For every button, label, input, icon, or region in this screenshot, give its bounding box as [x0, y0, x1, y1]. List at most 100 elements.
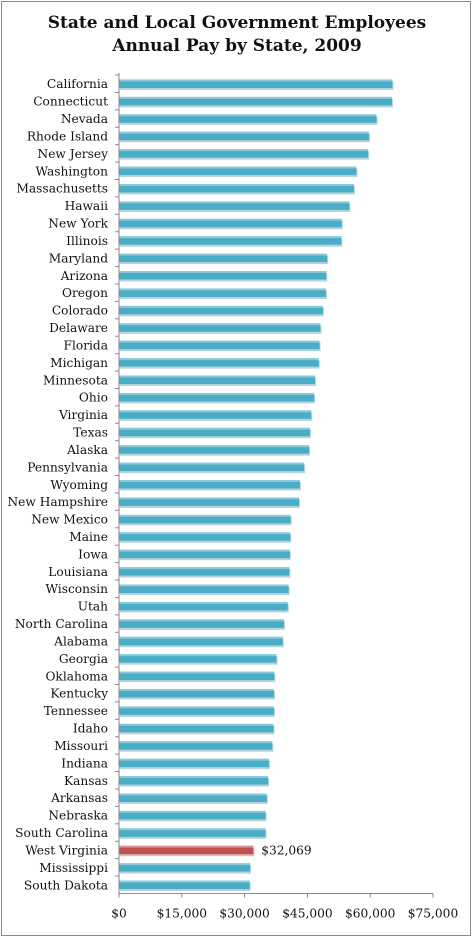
bar-highlight-south-carolina: [119, 828, 266, 831]
bar-highlight-tennessee: [119, 706, 274, 709]
bar-south-dakota: [119, 880, 250, 890]
bar-highlight-utah: [119, 601, 288, 604]
bar-highlight-wyoming: [119, 480, 300, 482]
bar-new-york: [119, 218, 342, 228]
category-label-new-jersey: New Jersey: [38, 147, 109, 161]
bar-oregon: [119, 288, 326, 297]
bar-kansas: [119, 776, 269, 785]
category-label-oregon: Oregon: [62, 286, 108, 300]
category-label-washington: Washington: [36, 164, 109, 178]
category-label-michigan: Michigan: [50, 356, 108, 370]
category-label-idaho: Idaho: [73, 722, 108, 736]
bar-idaho: [119, 723, 274, 733]
category-label-oklahoma: Oklahoma: [45, 669, 108, 683]
bar-highlight-iowa: [119, 549, 290, 552]
bar-highlight-florida: [119, 340, 320, 343]
category-label-alaska: Alaska: [66, 443, 108, 457]
bar-highlight-arizona: [119, 271, 327, 274]
bar-highlight-rhode-island: [119, 131, 369, 134]
category-label-missouri: Missouri: [54, 739, 108, 753]
category-label-kentucky: Kentucky: [50, 687, 108, 701]
bar-south-carolina: [119, 828, 266, 837]
bar-wisconsin: [119, 584, 289, 593]
category-label-kansas: Kansas: [64, 774, 108, 788]
bar-highlight-oklahoma: [119, 671, 275, 674]
category-label-minnesota: Minnesota: [43, 373, 108, 387]
bar-highlight-connecticut: [119, 96, 392, 99]
bar-highlight-oregon: [119, 288, 326, 291]
bar-highlight-idaho: [119, 723, 274, 726]
bar-new-jersey: [119, 149, 369, 158]
bar-pennsylvania: [119, 462, 305, 472]
chart-subtitle: Annual Pay by State, 2009: [112, 36, 362, 56]
bar-arkansas: [119, 793, 267, 802]
category-label-louisiana: Louisiana: [48, 565, 108, 579]
bar-illinois: [119, 236, 342, 245]
bar-tennessee: [119, 706, 274, 715]
bar-utah: [119, 601, 288, 611]
category-label-maryland: Maryland: [49, 251, 108, 265]
bar-highlight-virginia: [119, 410, 312, 413]
bar-highlight-wisconsin: [119, 584, 289, 587]
bar-texas: [119, 427, 310, 437]
category-label-nebraska: Nebraska: [48, 809, 108, 823]
bar-highlight-massachusetts: [119, 183, 354, 186]
bar-highlight-maine: [119, 532, 291, 535]
bar-connecticut: [119, 96, 392, 106]
category-label-connecticut: Connecticut: [33, 95, 108, 109]
bar-highlight-pennsylvania: [119, 462, 305, 465]
bar-florida: [119, 340, 320, 350]
bar-north-carolina: [119, 619, 284, 628]
data-label: $32,069: [261, 843, 311, 857]
bar-highlight-louisiana: [119, 567, 290, 570]
category-label-rhode-island: Rhode Island: [27, 129, 108, 143]
category-label-virginia: Virginia: [58, 408, 108, 422]
bar-highlight-hawaii: [119, 201, 350, 204]
category-label-massachusetts: Massachusetts: [16, 182, 108, 196]
category-label-north-carolina: North Carolina: [15, 617, 108, 631]
chart-title: State and Local Government Employees: [47, 13, 427, 33]
bar-highlight-kansas: [119, 776, 269, 779]
bar-highlight-illinois: [119, 236, 342, 239]
category-label-pennsylvania: Pennsylvania: [27, 460, 108, 474]
bar-highlight-north-carolina: [119, 619, 284, 622]
bar-highlight-georgia: [119, 654, 277, 657]
category-label-new-hampshire: New Hampshire: [8, 495, 108, 509]
bar-colorado: [119, 305, 323, 315]
bar-highlight-colorado: [119, 305, 323, 308]
bar-wyoming: [119, 480, 300, 489]
bar-minnesota: [119, 375, 315, 385]
category-label-delaware: Delaware: [49, 321, 108, 335]
category-label-nevada: Nevada: [61, 112, 108, 126]
category-label-utah: Utah: [78, 600, 108, 614]
bar-kentucky: [119, 688, 274, 698]
category-label-california: California: [47, 77, 108, 91]
bar-highlight-ohio: [119, 392, 315, 395]
bar-highlight-alaska: [119, 445, 310, 448]
bar-mississippi: [119, 863, 251, 872]
category-label-iowa: Iowa: [78, 547, 108, 561]
x-tick-label: $60,000: [345, 907, 395, 921]
category-label-new-york: New York: [48, 217, 108, 231]
bar-highlight-new-jersey: [119, 149, 369, 152]
bar-hawaii: [119, 201, 350, 210]
category-label-indiana: Indiana: [61, 756, 108, 770]
bar-highlight-south-dakota: [119, 880, 250, 883]
category-label-maine: Maine: [69, 530, 108, 544]
bar-maryland: [119, 253, 328, 263]
bar-highlight-nebraska: [119, 810, 266, 813]
bar-louisiana: [119, 567, 290, 576]
bar-rhode-island: [119, 131, 369, 141]
bar-highlight-kentucky: [119, 688, 274, 691]
bar-new-hampshire: [119, 497, 300, 506]
bar-highlight-maryland: [119, 253, 328, 256]
category-label-west-virginia: West Virginia: [25, 843, 108, 857]
bar-missouri: [119, 741, 273, 750]
category-label-tennessee: Tennessee: [44, 704, 108, 718]
bar-highlight-texas: [119, 427, 310, 430]
bar-california: [119, 79, 393, 88]
category-label-mississippi: Mississippi: [39, 861, 108, 875]
x-tick-label: $75,000: [408, 907, 458, 921]
bar-west-virginia: [119, 845, 254, 855]
